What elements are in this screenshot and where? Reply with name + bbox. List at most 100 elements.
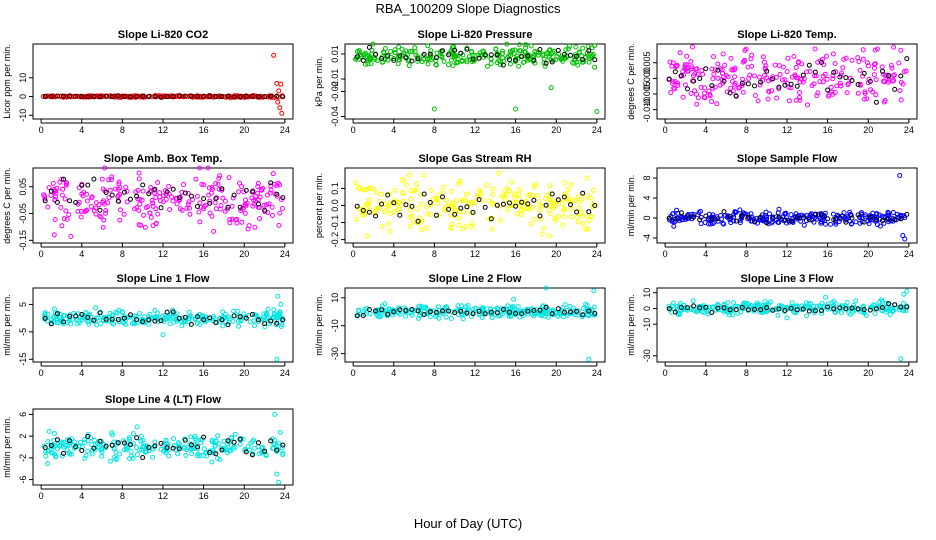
data-point bbox=[353, 180, 359, 186]
data-point bbox=[864, 96, 870, 102]
data-point bbox=[877, 223, 883, 229]
data-point bbox=[52, 306, 57, 312]
data-point bbox=[764, 68, 770, 74]
data-point bbox=[112, 186, 118, 192]
y-axis-label: Licor ppm per min. bbox=[2, 44, 12, 119]
data-point bbox=[367, 311, 373, 317]
data-point bbox=[825, 216, 831, 222]
data-point bbox=[531, 313, 537, 319]
data-point bbox=[391, 57, 397, 63]
data-point bbox=[572, 198, 578, 204]
data-point bbox=[730, 79, 735, 84]
data-point bbox=[890, 73, 896, 79]
data-point bbox=[549, 59, 555, 65]
data-point bbox=[690, 44, 695, 50]
reference-points bbox=[354, 304, 598, 319]
data-point bbox=[427, 51, 433, 57]
data-point bbox=[904, 211, 910, 217]
data-point bbox=[797, 90, 802, 95]
data-point bbox=[860, 47, 866, 53]
data-point bbox=[521, 59, 527, 65]
data-point bbox=[580, 59, 585, 65]
data-point bbox=[864, 60, 870, 66]
data-point bbox=[861, 219, 867, 225]
data-point bbox=[109, 442, 115, 448]
data-point bbox=[121, 315, 127, 321]
data-point bbox=[67, 198, 73, 204]
data-point bbox=[220, 195, 226, 201]
data-point bbox=[548, 51, 554, 57]
data-point bbox=[128, 312, 133, 318]
data-point bbox=[502, 187, 508, 193]
data-point bbox=[182, 437, 188, 443]
x-tick-label: 12 bbox=[782, 368, 792, 378]
y-tick-label: 8 bbox=[642, 175, 652, 180]
data-point bbox=[73, 313, 79, 319]
data-point bbox=[583, 226, 589, 232]
data-point bbox=[207, 93, 213, 99]
data-point bbox=[231, 308, 237, 314]
data-point bbox=[123, 184, 129, 190]
data-point bbox=[149, 197, 155, 203]
data-point bbox=[225, 93, 231, 99]
data-point bbox=[800, 72, 806, 78]
data-point bbox=[115, 186, 121, 192]
data-point bbox=[102, 165, 108, 171]
data-point bbox=[500, 55, 506, 61]
data-point bbox=[803, 218, 809, 224]
data-point bbox=[520, 207, 526, 213]
data-point bbox=[702, 90, 707, 96]
data-point bbox=[45, 461, 50, 466]
data-point bbox=[528, 221, 534, 227]
data-point bbox=[356, 307, 362, 313]
data-point bbox=[742, 48, 748, 53]
data-point bbox=[428, 187, 434, 193]
y-axis-label: percent per min. bbox=[314, 173, 324, 238]
data-point bbox=[688, 91, 694, 96]
data-point bbox=[543, 309, 549, 315]
data-point bbox=[262, 321, 268, 327]
data-point bbox=[498, 62, 503, 68]
data-point bbox=[721, 305, 727, 311]
data-point bbox=[147, 210, 153, 216]
data-point bbox=[745, 307, 751, 313]
data-point bbox=[837, 305, 843, 311]
data-point bbox=[709, 99, 715, 105]
data-point bbox=[176, 315, 182, 321]
data-point bbox=[483, 182, 489, 188]
data-point bbox=[229, 203, 235, 209]
data-point bbox=[195, 451, 201, 457]
data-point bbox=[456, 181, 462, 187]
data-point bbox=[699, 309, 705, 315]
data-point bbox=[249, 189, 255, 195]
data-point bbox=[775, 210, 781, 216]
data-point bbox=[82, 209, 88, 214]
panel-3: Slope Li-820 Temp. degrees C per min. 0 4 8 1… bbox=[626, 29, 918, 135]
x-tick-label: 12 bbox=[158, 491, 168, 501]
data-point bbox=[541, 56, 547, 62]
data-point bbox=[871, 72, 877, 78]
data-point bbox=[834, 83, 840, 89]
x-tick-label: 8 bbox=[744, 125, 749, 135]
data-point bbox=[434, 50, 440, 56]
data-point bbox=[42, 198, 48, 204]
x-tick-label: 4 bbox=[391, 368, 396, 378]
data-point bbox=[103, 443, 109, 449]
data-point bbox=[901, 291, 907, 297]
data-point bbox=[820, 79, 826, 85]
data-point bbox=[50, 450, 56, 456]
data-point bbox=[689, 64, 695, 70]
data-point bbox=[385, 221, 391, 227]
data-point bbox=[490, 191, 495, 197]
series-points bbox=[666, 288, 910, 362]
data-point bbox=[732, 209, 738, 215]
data-point bbox=[715, 305, 721, 311]
data-point bbox=[488, 309, 494, 315]
data-point bbox=[774, 95, 780, 101]
data-point bbox=[146, 321, 152, 327]
data-point bbox=[886, 73, 892, 78]
data-point bbox=[48, 446, 54, 452]
data-point bbox=[763, 63, 769, 69]
data-point bbox=[443, 197, 449, 203]
data-point bbox=[278, 81, 284, 87]
